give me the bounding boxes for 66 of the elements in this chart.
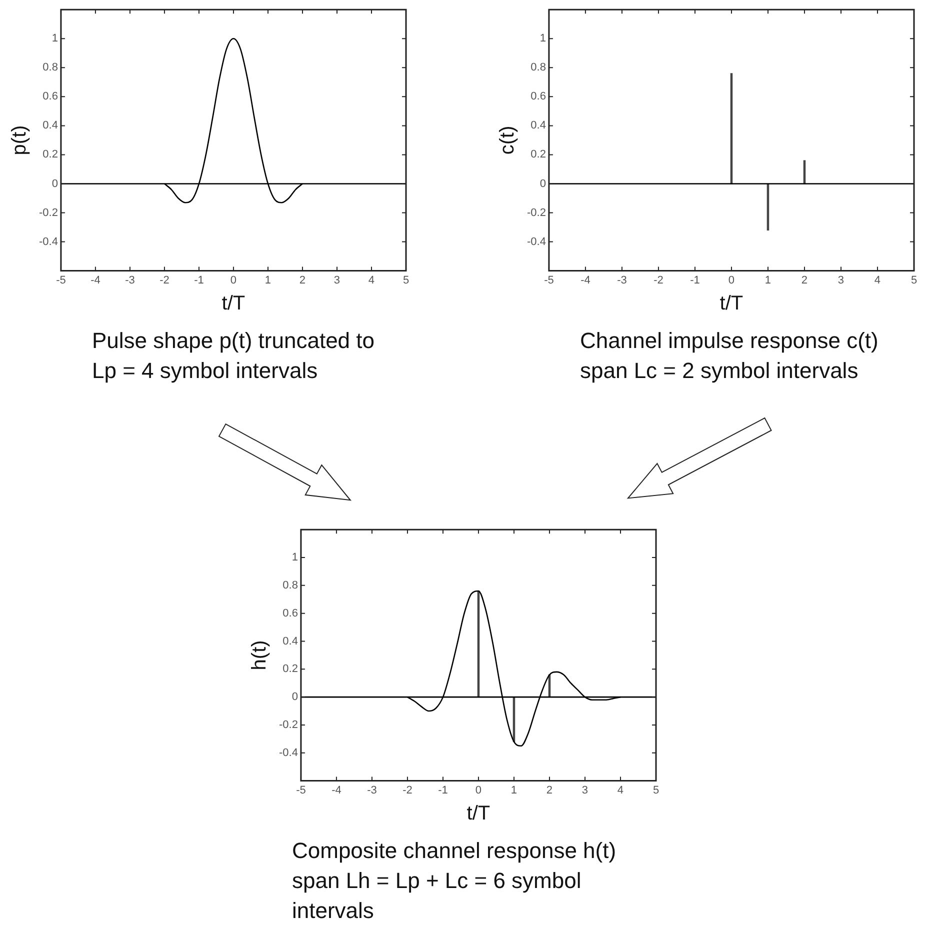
y-tick-label: 0.4 — [42, 120, 58, 132]
y-axis-title: h(t) — [248, 640, 271, 670]
y-tick-label: 0 — [540, 178, 546, 190]
x-tick-label: 4 — [368, 274, 375, 286]
x-tick-label: -4 — [580, 274, 590, 286]
x-tick-label: 3 — [838, 274, 844, 286]
x-tick-label: -5 — [56, 274, 66, 286]
y-tick-label: -0.2 — [526, 206, 546, 219]
x-tick-label: 1 — [764, 274, 772, 286]
y-tick-label: 0.8 — [42, 62, 58, 74]
x-axis-title: t/T — [466, 802, 490, 825]
y-tick-label: 0 — [292, 691, 298, 704]
x-tick-label: -1 — [690, 274, 700, 286]
x-tick-label: 0 — [475, 784, 482, 796]
y-tick-label: 0 — [52, 178, 58, 190]
x-tick-label: 2 — [546, 784, 553, 796]
y-tick-label: 1 — [292, 552, 298, 564]
y-tick-label: 0.6 — [530, 90, 546, 103]
y-tick-label: 0.2 — [282, 663, 298, 676]
text: Pulse shape p(t) truncated to Lp = 4 symbol intervals — [92, 327, 376, 385]
y-axis-title: c(t) — [496, 126, 519, 155]
y-tick-label: 0.6 — [282, 607, 298, 620]
y-tick-label: 0.2 — [42, 148, 58, 161]
y-tick-label: -0.2 — [278, 719, 298, 732]
x-tick-label: 2 — [801, 274, 808, 286]
x-tick-label: -1 — [438, 784, 448, 796]
y-tick-label: -0.4 — [278, 746, 298, 759]
x-axis-title: t/T — [222, 292, 246, 315]
x-tick-label: 0 — [728, 274, 735, 286]
y-tick-label: 0.2 — [530, 148, 546, 161]
x-axis-title: t/T — [720, 292, 744, 315]
x-tick-label: -2 — [402, 784, 412, 796]
x-tick-label: -3 — [617, 274, 627, 286]
x-tick-label: -4 — [332, 784, 342, 796]
x-tick-label: 3 — [582, 784, 588, 796]
x-tick-label: -2 — [160, 274, 170, 286]
x-tick-label: 5 — [652, 784, 660, 796]
x-tick-label: -3 — [367, 784, 377, 796]
y-tick-label: 1 — [540, 32, 546, 45]
y-tick-label: 0.4 — [282, 635, 298, 648]
x-tick-label: -1 — [194, 274, 204, 286]
x-tick-label: 5 — [402, 274, 410, 286]
x-tick-label: 5 — [910, 274, 918, 286]
y-tick-label: 0.8 — [282, 579, 298, 592]
text: Composite channel response h(t) span Lh = Lp + Lc = 6 symbol intervals — [292, 837, 618, 925]
y-tick-label: 0.8 — [530, 62, 546, 74]
y-tick-label: -0.4 — [38, 236, 58, 248]
x-tick-label: 2 — [299, 274, 306, 286]
x-tick-label: -5 — [544, 274, 554, 286]
y-tick-label: -0.2 — [38, 206, 58, 219]
y-axis-title: p(t) — [8, 125, 31, 156]
x-tick-label: 4 — [617, 784, 624, 796]
y-tick-label: -0.4 — [526, 236, 546, 248]
x-tick-label: -4 — [90, 274, 100, 286]
y-tick-label: 0.4 — [530, 120, 546, 132]
x-tick-label: -5 — [296, 784, 306, 796]
x-tick-label: 1 — [264, 274, 272, 286]
x-tick-label: -2 — [654, 274, 664, 286]
text: Channel impulse response c(t) span Lc = 2 symbol intervals — [580, 327, 880, 385]
x-tick-label: 4 — [874, 274, 881, 286]
y-tick-label: 1 — [52, 32, 58, 45]
x-tick-label: -3 — [125, 274, 135, 286]
x-tick-label: 3 — [334, 274, 340, 286]
y-tick-label: 0.6 — [42, 90, 58, 103]
x-tick-label: 1 — [510, 784, 518, 796]
x-tick-label: 0 — [230, 274, 237, 286]
